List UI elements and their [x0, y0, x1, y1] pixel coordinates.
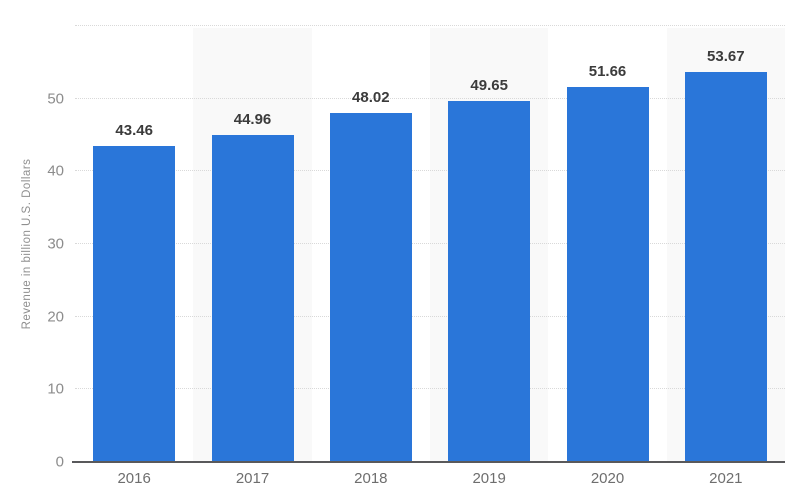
x-category-label: 2017 — [235, 470, 270, 487]
bar-value-label: 49.65 — [470, 77, 508, 95]
gridline — [75, 97, 785, 99]
plot-area: 43.46 44.96 48.02 49.65 51.66 53.67 — [72, 25, 785, 463]
bar-2016[interactable] — [93, 146, 176, 462]
x-category-label: 2016 — [117, 470, 151, 487]
gridline — [75, 388, 785, 390]
x-category-label: 2020 — [590, 470, 625, 487]
bar-value-label: 51.66 — [588, 62, 627, 80]
bar-2021[interactable] — [684, 72, 767, 462]
bar-2019[interactable] — [448, 101, 531, 462]
x-category-label: 2021 — [709, 470, 743, 487]
x-category-label: 2019 — [472, 470, 506, 487]
bar-2020[interactable] — [566, 86, 649, 462]
bar-2018[interactable] — [329, 113, 412, 462]
bar-value-label: 43.46 — [115, 122, 153, 140]
y-tick-label: 20 — [47, 308, 64, 326]
y-tick-label: 50 — [47, 90, 64, 108]
x-axis-line — [72, 461, 785, 463]
y-tick-label: 0 — [55, 453, 64, 471]
gridline — [75, 25, 785, 26]
gridline — [75, 315, 785, 317]
bar-value-label: 48.02 — [352, 89, 390, 107]
bar-value-label: 44.96 — [233, 111, 272, 129]
bar-2017[interactable] — [211, 135, 294, 462]
gridline — [75, 243, 785, 244]
y-tick-label: 40 — [47, 162, 64, 180]
x-category-label: 2018 — [354, 470, 388, 487]
y-tick-label: 10 — [47, 380, 64, 398]
y-tick-label: 30 — [47, 235, 64, 253]
gridline — [75, 170, 785, 172]
bar-value-label: 53.67 — [707, 48, 745, 65]
